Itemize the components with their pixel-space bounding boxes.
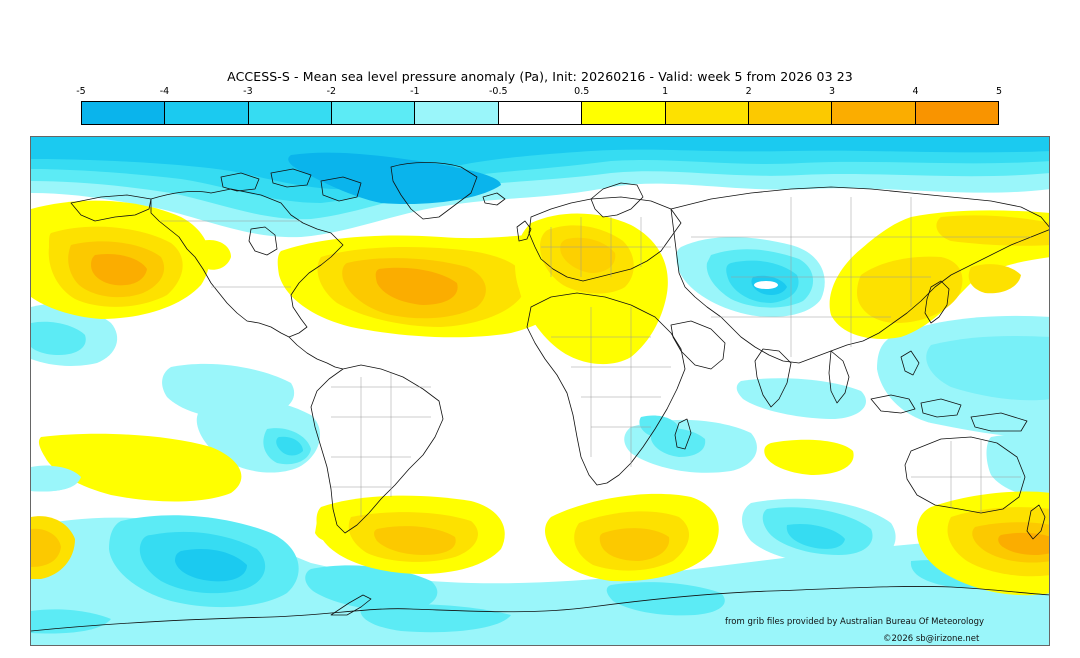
colorbar-segment-9 <box>832 102 916 124</box>
colorbar-segment-8 <box>748 102 833 124</box>
colorbar-segment-4 <box>415 102 499 124</box>
anomaly-map-svg <box>31 137 1049 645</box>
colorbar-tick-label: -3 <box>243 86 253 97</box>
country-borders <box>161 197 1031 517</box>
colorbar-tick-label: -2 <box>326 86 337 97</box>
colorbar-segment-6 <box>582 102 666 124</box>
colorbar-segment-10 <box>915 102 998 124</box>
colorbar-tick-label: 5 <box>995 86 1003 97</box>
colorbar-tick-label: -0.5 <box>488 86 508 97</box>
negative-anomaly-layer <box>31 137 1049 645</box>
positive-anomaly-layer <box>31 200 1049 596</box>
world-map[interactable]: from grib files provided by Australian B… <box>30 136 1050 646</box>
colorbar-segment-3 <box>332 102 416 124</box>
colorbar-segment-2 <box>248 102 333 124</box>
colorbar-tick-label: -5 <box>76 86 86 97</box>
map-title: ACCESS-S - Mean sea level pressure anoma… <box>227 69 853 84</box>
colorbar-tick-label: -1 <box>410 86 420 97</box>
colorbar-tick-label: 1 <box>662 86 669 97</box>
colorbar-ticks: -5 -4 -3 -2 -1 -0.5 0.5 1 2 3 4 5 <box>76 86 1003 98</box>
colorbar-segment-0 <box>82 102 166 124</box>
colorbar-tick-label: 2 <box>745 86 752 97</box>
source-credit: from grib files provided by Australian B… <box>725 617 985 627</box>
colorbar-tick-label: 0.5 <box>574 86 590 97</box>
colorbar-tick-label: -4 <box>159 86 170 97</box>
colorbar-legend <box>81 101 999 125</box>
copyright-credit: ©2026 sb@irizone.net <box>883 634 980 644</box>
colorbar-tick-label: 4 <box>912 86 919 97</box>
colorbar-segment-1 <box>165 102 249 124</box>
colorbar-segment-5 <box>498 102 583 124</box>
colorbar-segment-7 <box>665 102 749 124</box>
colorbar-tick-label: 3 <box>829 86 836 97</box>
